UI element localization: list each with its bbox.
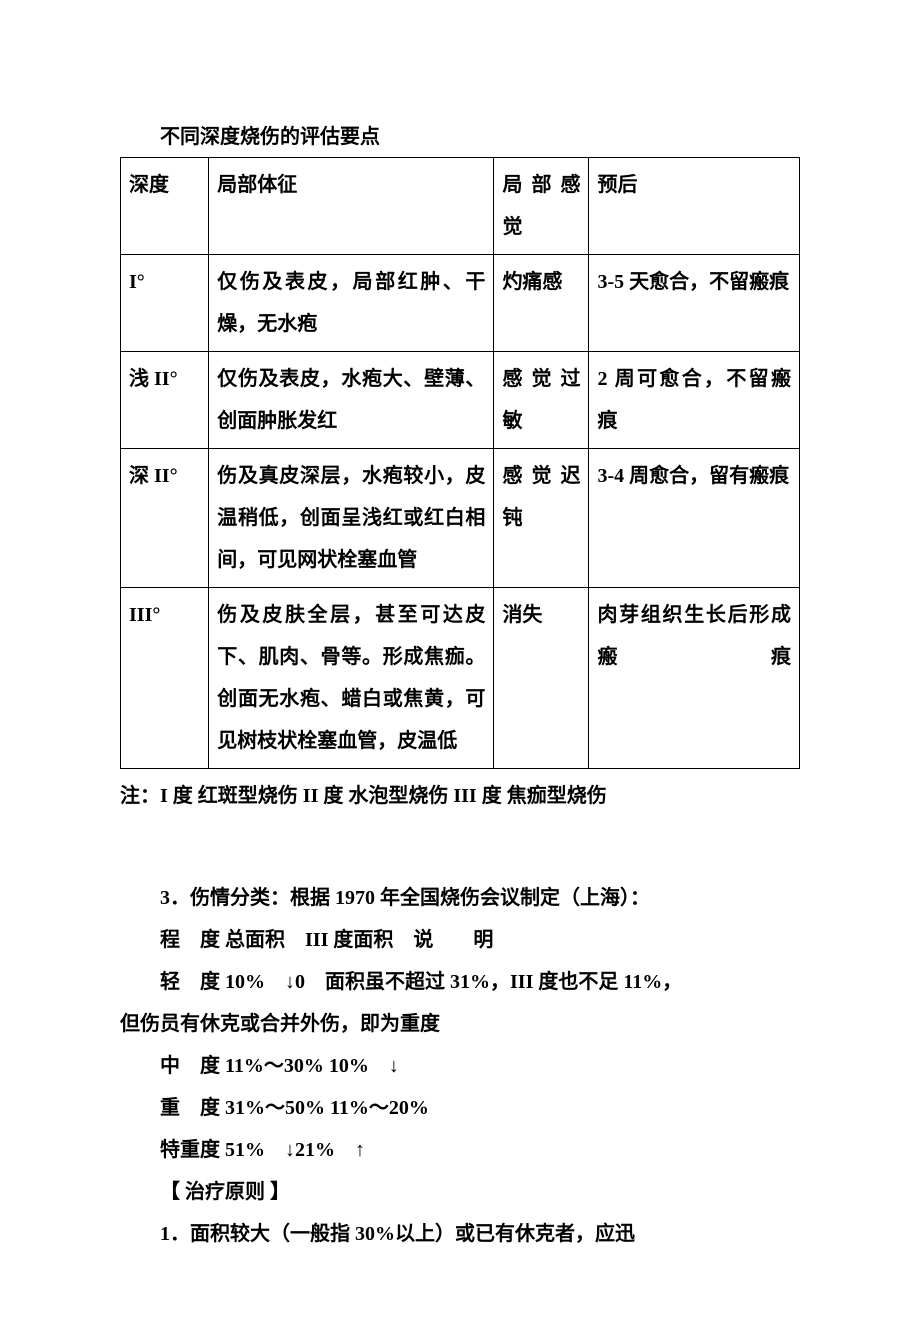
cell-sense: 消失 bbox=[494, 588, 589, 769]
cell-sense: 感觉迟钝 bbox=[494, 449, 589, 588]
table-row: 浅 II° 仅伤及表皮，水疱大、壁薄、创面肿胀发红 感觉过敏 2 周可愈合，不留… bbox=[121, 352, 800, 449]
cell-sense: 感觉过敏 bbox=[494, 352, 589, 449]
cell-sense: 灼痛感 bbox=[494, 255, 589, 352]
paragraph: 特重度 51% ↓21% ↑ bbox=[120, 1129, 800, 1171]
table-row: 深 II° 伤及真皮深层，水疱较小，皮温稍低，创面呈浅红或红白相间，可见网状栓塞… bbox=[121, 449, 800, 588]
cell-signs: 伤及真皮深层，水疱较小，皮温稍低，创面呈浅红或红白相间，可见网状栓塞血管 bbox=[209, 449, 494, 588]
cell-prognosis: 3-5 天愈合，不留瘢痕 bbox=[589, 255, 800, 352]
paragraph: 【 治疗原则 】 bbox=[120, 1171, 800, 1213]
paragraph: 重 度 31%～50% 11%～20% bbox=[120, 1087, 800, 1129]
cell-prognosis: 3-4 周愈合，留有瘢痕 bbox=[589, 449, 800, 588]
cell-depth: I° bbox=[121, 255, 209, 352]
paragraph: 中 度 11%～30% 10% ↓ bbox=[120, 1045, 800, 1087]
cell-prognosis: 肉芽组织生长后形成瘢痕 bbox=[589, 588, 800, 769]
document-page: 不同深度烧伤的评估要点 深度 局部体征 局部感觉 预后 I° 仅伤及表皮，局部红… bbox=[0, 0, 920, 1335]
burn-depth-table: 深度 局部体征 局部感觉 预后 I° 仅伤及表皮，局部红肿、干燥，无水疱 灼痛感… bbox=[120, 157, 800, 769]
paragraph: 3．伤情分类：根据 1970 年全国烧伤会议制定（上海）： bbox=[120, 877, 800, 919]
cell-depth: 浅 II° bbox=[121, 352, 209, 449]
cell-signs: 仅伤及表皮，局部红肿、干燥，无水疱 bbox=[209, 255, 494, 352]
table-title: 不同深度烧伤的评估要点 bbox=[120, 120, 800, 149]
cell-prognosis: 2 周可愈合，不留瘢痕 bbox=[589, 352, 800, 449]
header-depth: 深度 bbox=[121, 158, 209, 255]
paragraph: 程 度 总面积 III 度面积 说 明 bbox=[120, 919, 800, 961]
paragraph: 1．面积较大（一般指 30%以上）或已有休克者，应迅 bbox=[120, 1213, 800, 1255]
spacer bbox=[120, 837, 800, 877]
table-header-row: 深度 局部体征 局部感觉 预后 bbox=[121, 158, 800, 255]
table-footnote: 注：I 度 红斑型烧伤 II 度 水泡型烧伤 III 度 焦痂型烧伤 bbox=[120, 775, 800, 817]
cell-signs: 伤及皮肤全层，甚至可达皮下、肌肉、骨等。形成焦痂。创面无水疱、蜡白或焦黄，可见树… bbox=[209, 588, 494, 769]
cell-depth: III° bbox=[121, 588, 209, 769]
header-signs: 局部体征 bbox=[209, 158, 494, 255]
table-row: III° 伤及皮肤全层，甚至可达皮下、肌肉、骨等。形成焦痂。创面无水疱、蜡白或焦… bbox=[121, 588, 800, 769]
paragraph: 轻 度 10% ↓0 面积虽不超过 31%，III 度也不足 11%， bbox=[120, 961, 800, 1003]
table-row: I° 仅伤及表皮，局部红肿、干燥，无水疱 灼痛感 3-5 天愈合，不留瘢痕 bbox=[121, 255, 800, 352]
header-prognosis: 预后 bbox=[589, 158, 800, 255]
cell-depth: 深 II° bbox=[121, 449, 209, 588]
cell-signs: 仅伤及表皮，水疱大、壁薄、创面肿胀发红 bbox=[209, 352, 494, 449]
header-sense: 局部感觉 bbox=[494, 158, 589, 255]
paragraph: 但伤员有休克或合并外伤，即为重度 bbox=[120, 1003, 800, 1045]
